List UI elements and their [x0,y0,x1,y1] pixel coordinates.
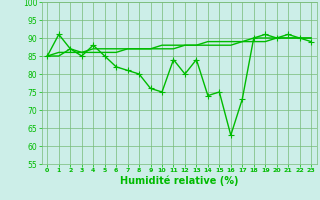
X-axis label: Humidité relative (%): Humidité relative (%) [120,176,238,186]
